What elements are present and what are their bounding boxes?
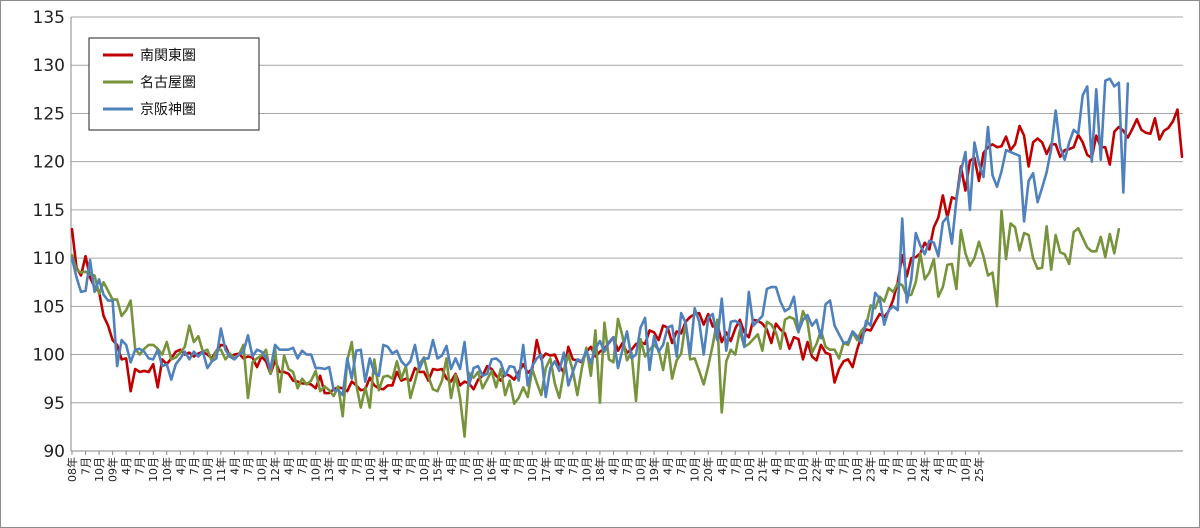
x-tick-label: 10月 (905, 457, 918, 482)
x-tick-label: 10月 (959, 457, 972, 482)
x-tick-label: 13年 (322, 457, 336, 482)
x-tick-label: 10年 (160, 457, 174, 482)
x-tick-label: 08年 (65, 457, 79, 482)
y-tick-label: 100 (33, 346, 65, 366)
x-tick-label: 25年 (972, 457, 986, 482)
x-tick-label: 10月 (256, 457, 269, 482)
y-tick-label: 120 (33, 153, 65, 173)
x-tick-label: 4月 (716, 457, 729, 475)
x-tick-label: 4月 (120, 457, 133, 475)
x-tick-label: 16年 (485, 457, 499, 482)
x-tick-label: 10月 (851, 457, 864, 482)
x-tick-label: 10月 (580, 457, 593, 482)
x-tick-label: 7月 (80, 457, 93, 475)
x-tick-label: 10月 (93, 457, 106, 482)
x-tick-label: 4月 (824, 457, 837, 475)
x-tick-label: 15年 (430, 457, 444, 482)
x-tick-label: 10月 (635, 457, 648, 482)
x-tick-label: 24年 (918, 457, 932, 482)
x-tick-label: 4月 (662, 457, 675, 475)
legend-box (88, 37, 260, 131)
x-tick-label: 12年 (268, 457, 282, 482)
x-tick-label: 7月 (675, 457, 688, 475)
y-tick-label: 90 (43, 442, 65, 462)
y-tick-label: 110 (33, 249, 65, 269)
x-tick-label: 10月 (147, 457, 160, 482)
x-tick-label: 7月 (513, 457, 526, 475)
x-tick-label: 7月 (188, 457, 201, 475)
legend-label-2: 名古屋圏 (140, 75, 196, 91)
x-tick-label: 17年 (539, 457, 553, 482)
y-tick-label: 105 (33, 297, 65, 317)
x-tick-label: 4月 (174, 457, 187, 475)
x-tick-label: 14年 (376, 457, 390, 482)
x-tick-label: 7月 (892, 457, 905, 475)
x-tick-label: 7月 (350, 457, 363, 475)
x-tick-label: 7月 (946, 457, 959, 475)
x-tick-label: 21年 (755, 457, 769, 482)
y-tick-label: 95 (43, 394, 65, 414)
legend-label-1: 南関東圏 (140, 48, 196, 64)
y-tick-label: 130 (33, 56, 65, 76)
x-tick-label: 7月 (783, 457, 796, 475)
x-tick-label: 22年 (810, 457, 824, 482)
x-tick-label: 4月 (337, 457, 350, 475)
x-tick-label: 10月 (472, 457, 485, 482)
x-tick-label: 10月 (689, 457, 702, 482)
x-tick-label: 7月 (567, 457, 580, 475)
x-tick-label: 4月 (770, 457, 783, 475)
x-tick-label: 10月 (364, 457, 377, 482)
series-line-1 (70, 108, 1184, 395)
x-tick-label: 7月 (838, 457, 851, 475)
x-tick-label: 11年 (214, 457, 228, 482)
x-tick-label: 7月 (242, 457, 255, 475)
x-tick-label: 10月 (743, 457, 756, 482)
x-tick-label: 7月 (729, 457, 742, 475)
x-tick-label: 7月 (459, 457, 472, 475)
series-line-2 (70, 209, 1121, 438)
x-tick-label: 7月 (404, 457, 417, 475)
x-tick-label: 4月 (283, 457, 296, 475)
x-tick-label: 10月 (418, 457, 431, 482)
x-tick-label: 10月 (797, 457, 810, 482)
y-tick-label: 135 (33, 8, 65, 28)
x-tick-label: 20年 (701, 457, 715, 482)
x-tick-label: 4月 (607, 457, 620, 475)
series-lines (70, 77, 1184, 438)
legend-label-3: 京阪神圏 (140, 102, 196, 118)
series-line-3 (70, 77, 1130, 399)
x-tick-label: 7月 (296, 457, 309, 475)
x-tick-label: 4月 (499, 457, 512, 475)
x-tick-label: 10月 (201, 457, 214, 482)
x-tick-label: 7月 (621, 457, 634, 475)
x-tick-label: 4月 (391, 457, 404, 475)
x-tick-label: 18年 (593, 457, 607, 482)
x-tick-label: 19年 (647, 457, 661, 482)
x-tick-label: 10月 (526, 457, 539, 482)
x-tick-label: 09年 (106, 457, 120, 482)
x-tick-label: 7月 (134, 457, 147, 475)
x-tick-label: 23年 (864, 457, 878, 482)
gridlines (71, 16, 1183, 404)
x-tick-label: 4月 (553, 457, 566, 475)
x-tick-label: 4月 (228, 457, 241, 475)
x-tick-label: 4月 (932, 457, 945, 475)
x-tick-label: 4月 (445, 457, 458, 475)
y-tick-label: 115 (33, 201, 65, 221)
y-tick-label: 125 (33, 104, 65, 124)
x-tick-label: 4月 (878, 457, 891, 475)
x-tick-label: 10月 (310, 457, 323, 482)
